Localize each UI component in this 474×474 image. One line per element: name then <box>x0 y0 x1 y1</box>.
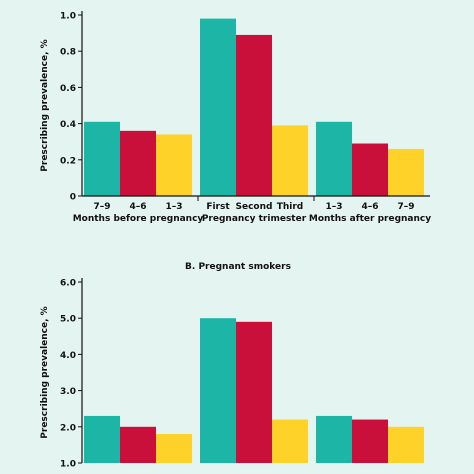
x-tick-label: First <box>206 202 230 212</box>
x-group-label: Months after pregnancy <box>309 214 431 224</box>
x-tick-label: 7–9 <box>397 202 414 212</box>
bar-1-3 <box>156 434 192 463</box>
y-tick-label: 0.4 <box>60 120 76 130</box>
y-tick-label: 0.2 <box>60 156 76 166</box>
x-group-label: Months before pregnancy <box>73 214 204 224</box>
bar-1-2 <box>120 130 156 196</box>
y-tick-label: 4.0 <box>60 351 76 361</box>
bar-1-1 <box>84 415 120 463</box>
bar-3-1 <box>316 121 352 196</box>
chart-b: B. Pregnant smokers Prescribing prevalenc… <box>40 262 424 470</box>
y-tick-label: 3.0 <box>60 387 76 397</box>
bar-2-3 <box>272 125 308 196</box>
bar-1-1 <box>84 121 120 196</box>
bar-1-3 <box>156 134 192 196</box>
bar-2-1 <box>200 318 236 463</box>
y-axis-label: Prescribing prevalence, % <box>40 39 50 171</box>
x-group-label: Pregnancy trimester <box>202 214 307 224</box>
bar-2-2 <box>236 321 272 463</box>
y-tick-label: 5.0 <box>60 315 76 325</box>
bar-3-3 <box>388 426 424 463</box>
y-tick-label: 1.0 <box>60 460 76 470</box>
y-tick-label: 6.0 <box>60 279 76 289</box>
bar-3-1 <box>316 415 352 463</box>
y-tick-label: 0.8 <box>60 48 76 58</box>
chart-title: B. Pregnant smokers <box>185 262 291 272</box>
x-tick-label: 7–9 <box>93 202 110 212</box>
x-tick-label: 4–6 <box>361 202 378 212</box>
x-tick-label: 1–3 <box>165 202 182 212</box>
bar-3-2 <box>352 419 388 463</box>
y-tick-label: 2.0 <box>60 423 76 433</box>
bar-3-3 <box>388 148 424 196</box>
chart-a: Prescribing prevalence, % 0 0.2 0.4 0.6 0.8 1.… <box>40 11 431 224</box>
y-axis-label: Prescribing prevalence, % <box>40 306 50 438</box>
x-tick-label: 4–6 <box>129 202 146 212</box>
bar-2-1 <box>200 18 236 197</box>
y-tick-label: 1.0 <box>60 12 76 22</box>
bar-2-2 <box>236 34 272 196</box>
x-tick-label: Second <box>236 202 273 212</box>
y-tick-label: 0.6 <box>60 84 76 94</box>
x-tick-label: 1–3 <box>325 202 342 212</box>
bar-3-2 <box>352 143 388 196</box>
y-tick-label: 0 <box>70 193 76 203</box>
bar-2-3 <box>272 419 308 463</box>
x-tick-label: Third <box>277 202 304 212</box>
bar-1-2 <box>120 426 156 463</box>
